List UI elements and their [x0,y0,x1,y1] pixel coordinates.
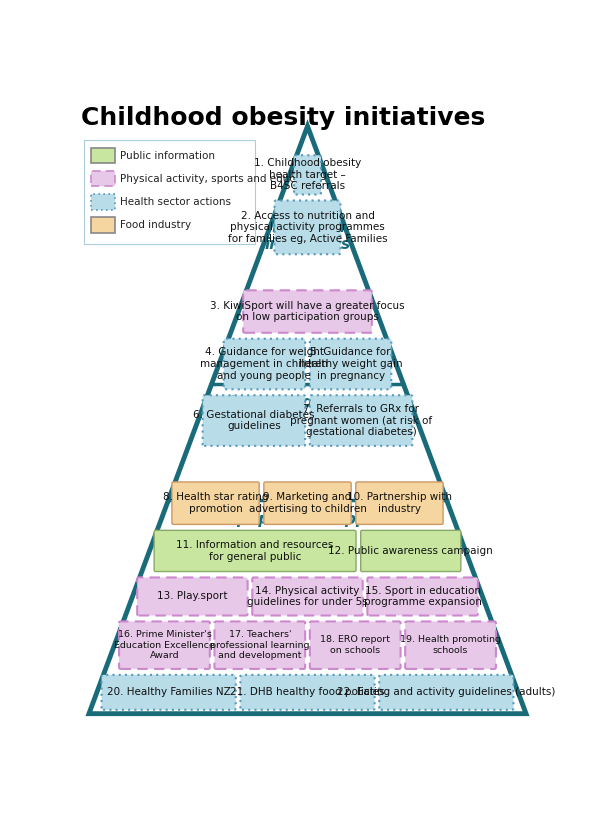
FancyBboxPatch shape [91,217,115,233]
Text: 8. Health star rating
promotion: 8. Health star rating promotion [163,492,268,514]
FancyBboxPatch shape [310,622,401,669]
Text: 19. Health promoting
schools: 19. Health promoting schools [400,636,501,655]
Text: 22. Eating and activity guidelines (adults): 22. Eating and activity guidelines (adul… [337,687,556,698]
Text: 18. ERO report
on schools: 18. ERO report on schools [320,636,390,655]
Text: 3. KiwiSport will have a greater focus
on low participation groups: 3. KiwiSport will have a greater focus o… [210,301,405,322]
Text: 15. Sport in education
programme expansion: 15. Sport in education programme expansi… [364,586,482,607]
Text: Childhood obesity initiatives: Childhood obesity initiatives [81,105,485,130]
FancyBboxPatch shape [405,622,496,669]
Text: 16. Prime Minister's
Education Excellence
Award: 16. Prime Minister's Education Excellenc… [114,630,215,660]
Text: 6. Gestational diabetes
guidelines: 6. Gestational diabetes guidelines [193,410,314,432]
Text: Broad population approaches: Broad population approaches [181,512,434,526]
FancyBboxPatch shape [84,140,255,244]
Text: Food industry: Food industry [120,220,191,230]
FancyBboxPatch shape [137,578,248,615]
Text: 10. Partnership with
industry: 10. Partnership with industry [347,492,452,514]
FancyBboxPatch shape [101,675,236,710]
Text: 21. DHB healthy food policies: 21. DHB healthy food policies [230,687,385,698]
FancyBboxPatch shape [294,155,321,194]
Text: Public information: Public information [120,151,215,161]
Text: 17. Teachers'
professional learning
and development: 17. Teachers' professional learning and … [210,630,310,660]
Text: 1. Childhood obesity
health target –
B4SC referrals: 1. Childhood obesity health target – B4S… [254,158,361,192]
FancyBboxPatch shape [91,171,115,187]
FancyBboxPatch shape [119,622,210,669]
Text: 11. Information and resources
for general public: 11. Information and resources for genera… [176,540,334,561]
Text: 4. Guidance for weight
management in children
and young people: 4. Guidance for weight management in chi… [200,348,328,380]
Text: 5. Guidance for
healthy weight gain
in pregnancy: 5. Guidance for healthy weight gain in p… [299,348,403,380]
Text: Physical activity, sports and education: Physical activity, sports and education [120,174,322,184]
FancyBboxPatch shape [214,622,305,669]
FancyBboxPatch shape [154,530,356,571]
FancyBboxPatch shape [367,578,478,615]
FancyBboxPatch shape [203,395,305,446]
FancyBboxPatch shape [356,482,443,525]
FancyBboxPatch shape [310,339,391,389]
Text: 7. Referrals to GRx for
pregnant women (at risk of
gestational diabetes): 7. Referrals to GRx for pregnant women (… [290,404,432,437]
FancyBboxPatch shape [310,395,412,446]
FancyBboxPatch shape [275,201,340,255]
FancyBboxPatch shape [241,675,374,710]
FancyBboxPatch shape [361,530,461,571]
Text: 13. Play.sport: 13. Play.sport [157,592,227,601]
FancyBboxPatch shape [172,482,259,525]
Text: 2. Access to nutrition and
physical activity programmes
for families eg, Active : 2. Access to nutrition and physical acti… [227,211,388,244]
Text: 20. Healthy Families NZ: 20. Healthy Families NZ [107,687,230,698]
Text: 14. Physical activity
guidelines for under 5s: 14. Physical activity guidelines for und… [247,586,368,607]
FancyBboxPatch shape [264,482,351,525]
Text: 9. Marketing and
advertising to children: 9. Marketing and advertising to children [248,492,367,514]
Text: Targeted
initiatives: Targeted initiatives [265,220,350,252]
FancyBboxPatch shape [91,194,115,210]
FancyBboxPatch shape [243,290,372,333]
Text: Health sector actions: Health sector actions [120,197,231,207]
Text: 12. Public awareness campaign: 12. Public awareness campaign [328,546,493,556]
FancyBboxPatch shape [252,578,363,615]
Text: Increased support: Increased support [229,396,386,410]
FancyBboxPatch shape [379,675,514,710]
FancyBboxPatch shape [91,148,115,163]
FancyBboxPatch shape [224,339,305,389]
